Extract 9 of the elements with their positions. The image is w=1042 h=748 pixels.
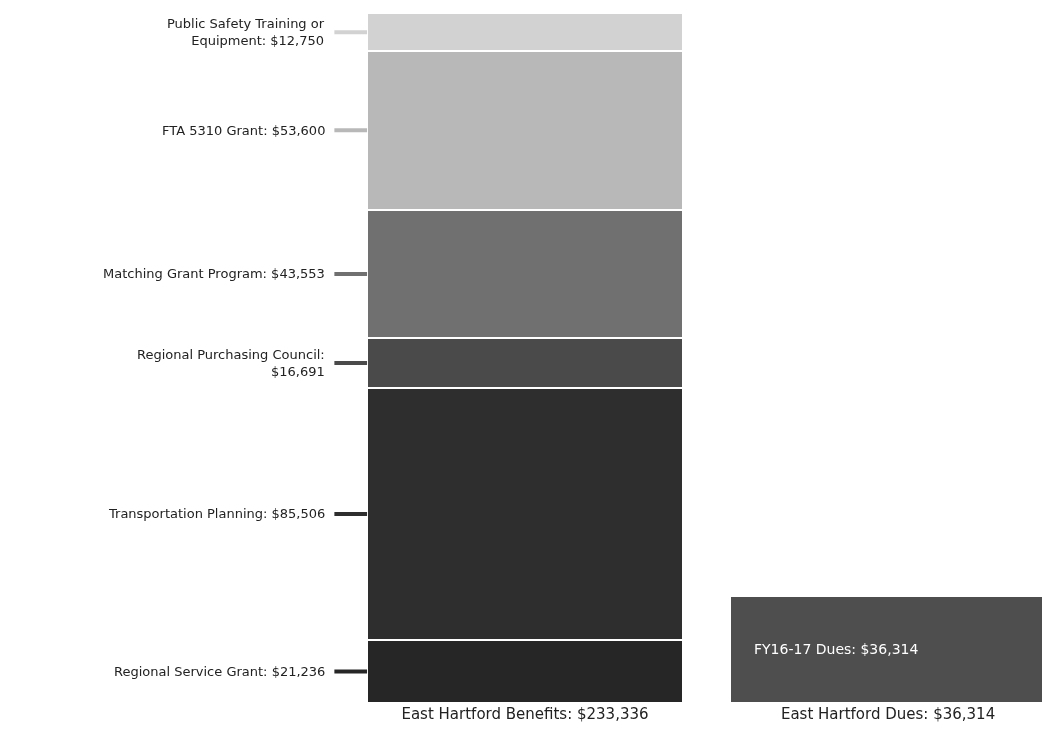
data-label: Matching Grant Program: $43,553 bbox=[103, 266, 325, 281]
x-tick-label: East Hartford Dues: $36,314 bbox=[780, 705, 996, 723]
data-label: FTA 5310 Grant: $53,600 bbox=[162, 123, 326, 138]
data-label: Regional Purchasing Council: $16,691 bbox=[137, 347, 325, 379]
data-label: Transportation Planning: $85,506 bbox=[108, 506, 326, 521]
data-label: Public Safety Training or Equipment: $12,750 bbox=[167, 16, 325, 48]
data-label: Regional Service Grant: $21,236 bbox=[114, 664, 326, 679]
data-label: FY16-17 Dues: $36,314 bbox=[754, 641, 919, 657]
x-tick-label: East Hartford Benefits: $233,336 bbox=[401, 705, 649, 723]
